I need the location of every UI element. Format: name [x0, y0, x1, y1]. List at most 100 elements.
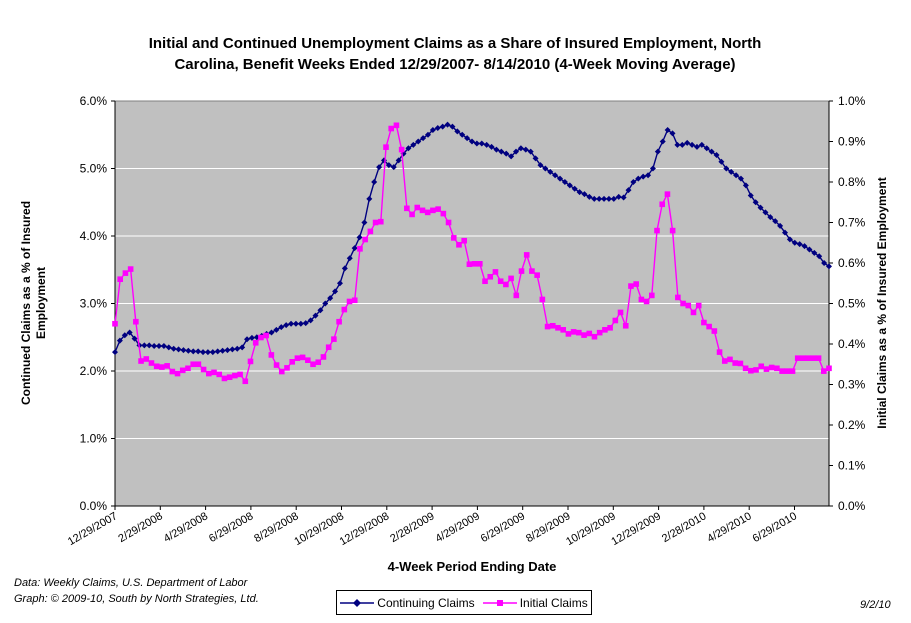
x-tick-label: 2/28/2009: [388, 510, 436, 545]
legend-marker-continuing: [340, 598, 375, 607]
initial-claims-point: [779, 368, 785, 374]
legend-label-initial: Initial Claims: [519, 595, 588, 610]
continuing-claims-point: [160, 343, 167, 350]
initial-claims-point: [331, 336, 337, 342]
continuing-claims-point: [757, 204, 764, 211]
initial-claims-point: [398, 146, 405, 153]
initial-claims-point: [669, 227, 676, 234]
initial-claims-point: [341, 306, 348, 313]
initial-claims-point: [258, 334, 264, 341]
initial-claims-point: [800, 355, 806, 361]
initial-claims-point: [409, 211, 415, 218]
initial-claims-point: [649, 292, 655, 299]
x-tick-label: 4/29/2009: [434, 510, 482, 545]
initial-claims-point: [357, 246, 363, 252]
continuing-claims-point: [219, 347, 226, 354]
continuing-claims-point: [307, 317, 314, 324]
continuing-claims-point: [742, 182, 749, 189]
continuing-claims-point: [664, 127, 671, 134]
y-right-tick-label: 0.0%: [838, 499, 866, 513]
initial-claims-point: [753, 367, 759, 373]
x-tick-label: 2/28/2010: [660, 510, 708, 545]
chart-title-line1: Initial and Continued Unemployment Claim…: [148, 35, 762, 52]
continuing-claims-point: [214, 348, 221, 355]
continuing-claims-point: [420, 135, 427, 142]
continuing-claims-point: [116, 337, 123, 344]
initial-claims-point: [112, 320, 118, 327]
source-line1: Data: Weekly Claims, U.S. Department of …: [14, 577, 248, 589]
initial-claims-point: [305, 357, 311, 363]
initial-claims-point: [820, 368, 827, 374]
initial-claims-point: [805, 355, 811, 361]
y-left-tick-label: 3.0%: [80, 297, 108, 311]
continuing-claims-point: [121, 332, 128, 339]
initial-claims-point: [273, 362, 280, 368]
x-tick-label: 4/29/2010: [705, 510, 753, 545]
initial-claims-point: [503, 281, 509, 288]
initial-claims-point: [278, 368, 285, 375]
continuing-claims-point: [268, 329, 275, 336]
continuing-claims-point: [327, 295, 334, 302]
continuing-claims-point: [698, 141, 705, 148]
continuing-claims-point: [615, 193, 622, 200]
initial-claims-point: [794, 355, 801, 361]
continuing-claims-point: [581, 191, 588, 198]
initial-claims-point: [315, 359, 322, 366]
initial-claims-point: [424, 209, 431, 216]
initial-claims-point: [195, 361, 202, 368]
initial-claims-point: [247, 358, 254, 365]
initial-claims-point: [159, 364, 165, 370]
continuing-claims-point: [302, 320, 309, 327]
continuing-claims-point: [239, 344, 246, 351]
continuing-claims-point: [361, 219, 368, 226]
continuing-claims-point: [473, 140, 480, 147]
continuing-claims-point: [180, 347, 187, 354]
y-right-tick-label: 1.0%: [838, 94, 866, 108]
continuing-claims-point: [796, 241, 803, 248]
initial-claims-point: [758, 363, 765, 370]
initial-claims-point: [211, 369, 217, 376]
initial-claims-point: [555, 325, 561, 331]
initial-claims-point: [763, 366, 770, 372]
initial-claims-point: [226, 374, 233, 381]
y-left-tick-label: 0.0%: [80, 499, 108, 513]
legend-label-continuing: Continuing Claims: [377, 595, 475, 610]
continuing-claims-point: [224, 347, 231, 354]
continuing-claims-point: [385, 162, 392, 169]
initial-claims-point: [325, 344, 332, 351]
continuing-claims-point: [141, 342, 148, 349]
continuing-claims-point: [234, 345, 241, 352]
initial-claims-point: [461, 237, 467, 244]
initial-claims-point: [617, 309, 624, 316]
initial-claims-point: [680, 300, 686, 307]
continuing-claims-point: [444, 121, 451, 128]
continuing-claims-point: [659, 138, 666, 145]
continuing-claims-point: [371, 179, 378, 185]
chart-legend: Continuing Claims Initial Claims: [336, 590, 592, 615]
continuing-claims-point: [146, 342, 153, 349]
initial-claims-point: [675, 294, 681, 301]
chart-title: Initial and Continued Unemployment Claim…: [80, 33, 830, 75]
initial-claims-point: [523, 252, 530, 258]
initial-claims-point: [299, 354, 306, 361]
continuing-claims-point: [610, 195, 617, 202]
x-tick-label: 2/29/2008: [116, 510, 164, 545]
initial-claims-point: [174, 370, 181, 377]
continuing-claims-point: [322, 300, 329, 307]
continuing-claims-point: [415, 138, 422, 145]
continuing-claims-point: [336, 280, 343, 287]
initial-claims-point: [633, 281, 639, 287]
continuing-claims-point: [542, 165, 549, 172]
x-tick-label: 4/29/2008: [162, 510, 210, 545]
initial-claims-point: [612, 317, 619, 324]
initial-claims-point: [560, 327, 567, 333]
continuing-claims-point: [170, 345, 177, 352]
continuing-claims-point: [156, 343, 163, 350]
initial-claims-point: [362, 236, 368, 243]
initial-claims-point: [138, 358, 144, 364]
continuing-claims-point: [341, 265, 348, 272]
continuing-claims-point: [669, 130, 676, 137]
initial-claims-point: [508, 275, 514, 282]
initial-claims-point: [414, 204, 421, 211]
initial-claims-point: [732, 360, 738, 366]
